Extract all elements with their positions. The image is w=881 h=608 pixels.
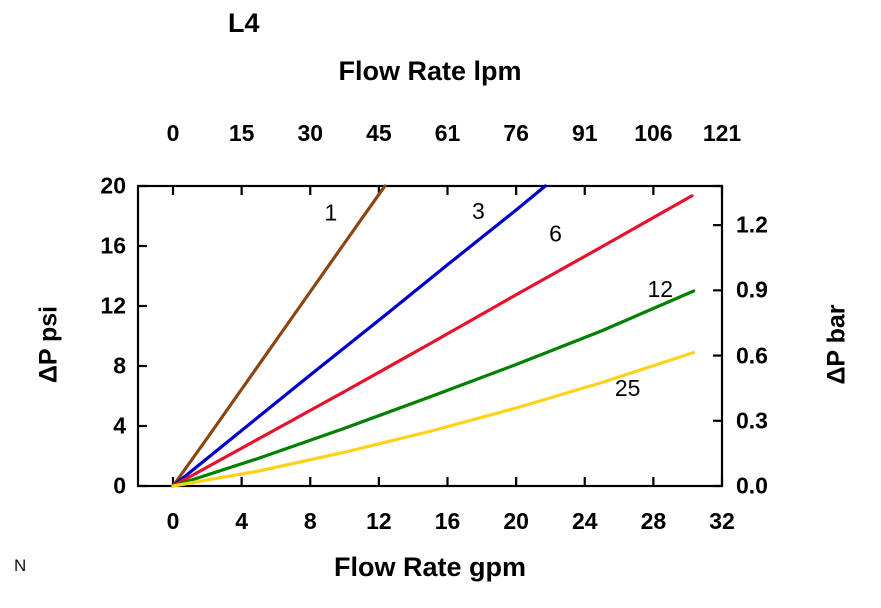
series-label-1: 1 [324,200,337,226]
series-label-6: 6 [549,221,562,247]
x-tick-label-top: 61 [434,120,461,146]
bottom-axis-title: Flow Rate gpm [333,552,526,582]
y-tick-label-right: 1.2 [736,211,768,238]
x-tick-label-bottom: 0 [166,508,180,534]
x-tick-label-bottom: 20 [503,508,529,534]
x-tick-label-bottom: 24 [571,508,598,534]
series-line-3 [171,184,547,488]
series-line-6 [171,194,694,488]
y-tick-label-left: 8 [113,352,126,379]
x-tick-label-top: 15 [228,120,255,146]
y-tick-label-left: 0 [113,472,126,499]
x-tick-label-top: 76 [503,120,529,146]
series-line-1 [171,184,387,488]
x-tick-label-top: 106 [634,120,673,146]
y-tick-label-right: 0.6 [736,342,768,369]
x-tick-label-top: 30 [297,120,324,146]
y-tick-label-right: 0.3 [736,407,768,434]
y-tick-label-left: 12 [100,292,126,319]
x-tick-label-bottom: 32 [709,508,735,534]
series-label-12: 12 [647,276,673,302]
y-tick-label-right: 0.0 [736,472,768,499]
top-axis-title: Flow Rate lpm [338,56,522,86]
series-label-25: 25 [615,375,641,401]
x-tick-label-top: 121 [702,120,742,146]
x-tick-label-bottom: 28 [640,508,667,534]
x-tick-label-bottom: 8 [303,508,317,534]
plot-frame [136,184,724,488]
x-tick-label-top: 45 [366,120,392,146]
y-tick-label-left: 20 [100,172,126,199]
y-tick-label-right: 0.9 [736,276,768,303]
model-title: L4 [228,8,260,38]
x-tick-label-top: 91 [571,120,598,146]
corner-mark: N [14,556,27,575]
x-tick-label-bottom: 12 [366,508,392,534]
x-tick-label-top: 0 [166,120,180,146]
y-tick-label-left: 16 [100,232,126,259]
series-line-25 [171,350,696,488]
y-tick-label-left: 4 [113,412,126,439]
series-label-3: 3 [472,198,485,224]
x-tick-label-bottom: 4 [235,508,249,534]
x-tick-label-bottom: 16 [434,508,461,534]
series-line-12 [171,289,696,488]
